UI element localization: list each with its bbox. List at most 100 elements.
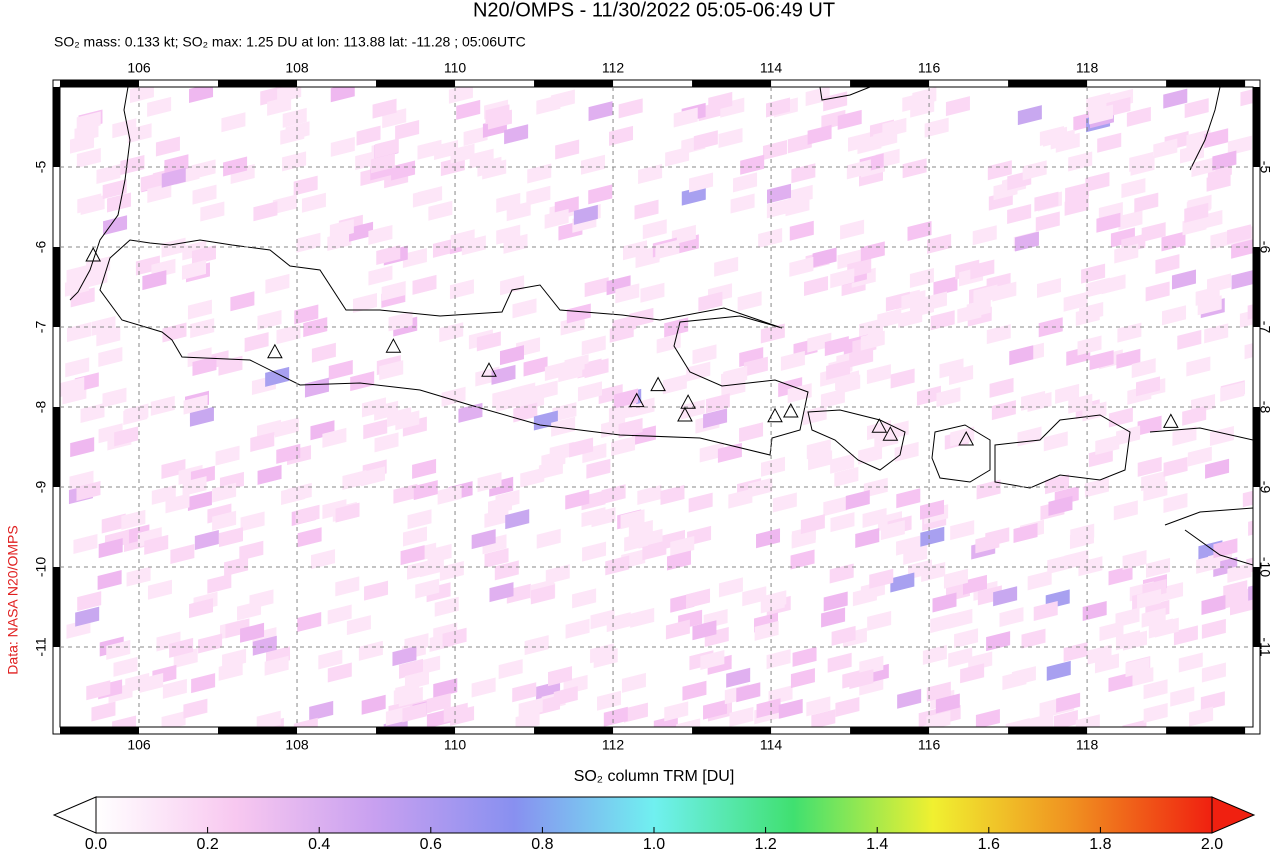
source-label: Data: NASA N20/OMPS	[5, 525, 21, 674]
so2-pixel	[536, 94, 561, 115]
so2-pixel	[718, 577, 743, 598]
so2-pixel	[766, 198, 791, 219]
so2-pixel	[1201, 662, 1226, 683]
so2-pixel	[572, 588, 597, 609]
so2-pixel	[96, 164, 121, 185]
so2-pixel	[680, 399, 705, 420]
so2-pixel	[577, 381, 602, 402]
so2-pixel	[1065, 182, 1090, 203]
so2-pixel	[162, 322, 187, 343]
so2-pixel	[699, 442, 724, 463]
so2-pixel	[1056, 692, 1081, 713]
so2-pixel	[1027, 570, 1052, 591]
so2-pixel	[673, 107, 698, 128]
x-tick-label-bottom: 112	[602, 737, 625, 753]
so2-pixel	[70, 437, 95, 458]
so2-pixel	[147, 579, 172, 600]
so2-pixel	[183, 698, 208, 719]
so2-pixel	[66, 322, 91, 343]
so2-pixel	[758, 227, 783, 248]
flores-coast	[1149, 427, 1253, 566]
so2-pixel	[662, 374, 687, 395]
sumbawa-coast	[994, 414, 1131, 489]
so2-pixel	[75, 606, 100, 627]
so2-pixel	[880, 520, 905, 541]
so2-pixel	[1134, 192, 1159, 213]
so2-pixel	[500, 275, 525, 296]
so2-pixel	[991, 400, 1016, 421]
so2-pixel	[169, 637, 194, 658]
so2-pixel	[973, 284, 998, 305]
y-tick-label-right: -10	[1257, 557, 1272, 577]
so2-pixel	[824, 336, 849, 357]
so2-pixel	[1200, 691, 1225, 712]
so2-pixel	[804, 275, 829, 296]
so2-pixel	[821, 607, 846, 628]
so2-pixel	[1005, 718, 1030, 727]
so2-pixel	[1195, 285, 1220, 306]
so2-pixel	[391, 160, 416, 181]
so2-pixel	[591, 507, 616, 528]
so2-pixel	[96, 326, 121, 347]
so2-pixel	[150, 395, 175, 416]
so2-pixel	[101, 513, 126, 534]
so2-pixel	[504, 124, 529, 145]
so2-pixel	[192, 356, 217, 377]
so2-pixel	[139, 673, 164, 694]
so2-pixel	[395, 119, 420, 140]
so2-pixel	[506, 201, 531, 222]
so2-pixel	[1039, 126, 1064, 147]
so2-pixel	[548, 666, 573, 687]
so2-pixel	[368, 224, 393, 245]
so2-pixel	[950, 520, 975, 541]
so2-pixel	[1043, 431, 1068, 452]
frame-bar	[1166, 80, 1246, 87]
so2-pixel	[372, 98, 397, 119]
so2-pixel	[530, 584, 555, 605]
so2-pixel	[867, 610, 892, 631]
so2-pixel	[495, 489, 520, 510]
so2-pixel	[743, 356, 768, 377]
so2-pixel	[1136, 376, 1161, 397]
so2-pixel	[335, 502, 360, 523]
so2-pixel	[1063, 291, 1088, 312]
frame-bar	[1166, 727, 1246, 734]
so2-pixel	[962, 574, 987, 595]
frame-bar	[1008, 80, 1088, 87]
so2-pixel	[896, 535, 921, 556]
frame-bar	[692, 727, 772, 734]
kalimantan-coast	[819, 87, 1221, 171]
colorbar-tick-label: 0.6	[420, 836, 442, 853]
so2-pixel	[566, 303, 591, 324]
so2-pixel	[1108, 672, 1133, 693]
so2-pixel	[327, 604, 352, 625]
frame-bar	[692, 80, 772, 87]
so2-pixel	[866, 364, 891, 385]
bali-coast	[807, 409, 906, 471]
so2-pixel	[754, 620, 779, 641]
so2-pixel	[1063, 641, 1088, 662]
so2-pixel	[584, 358, 609, 379]
so2-pixel	[471, 529, 496, 550]
so2-pixel	[520, 467, 545, 488]
so2-pixel	[736, 682, 761, 703]
frame-bar	[534, 727, 614, 734]
so2-pixel	[161, 237, 186, 258]
so2-pixel	[656, 333, 681, 354]
so2-pixel	[581, 335, 606, 356]
so2-pixel	[637, 484, 662, 505]
so2-pixel	[114, 426, 139, 447]
so2-pixel	[1094, 653, 1119, 674]
frame-bar	[534, 80, 614, 87]
so2-pixel	[877, 308, 902, 329]
so2-pixel	[615, 283, 640, 304]
so2-pixel	[102, 179, 127, 200]
so2-pixel	[244, 332, 269, 353]
so2-pixel	[129, 87, 154, 104]
so2-pixel	[212, 510, 237, 531]
so2-pixel	[605, 555, 630, 576]
so2-pixel	[512, 682, 537, 703]
so2-pixel	[740, 154, 765, 175]
so2-pixel	[1182, 405, 1207, 426]
volcano-marker	[267, 343, 283, 359]
